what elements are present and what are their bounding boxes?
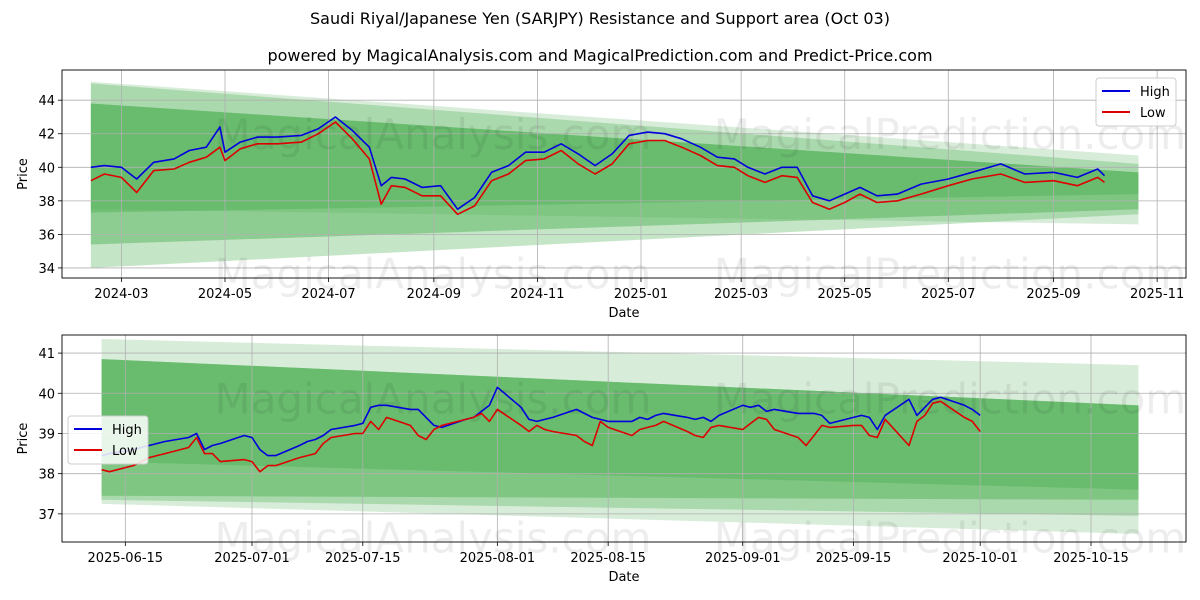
x-tick-label: 2024-11 xyxy=(510,287,564,302)
y-tick-label: 44 xyxy=(38,94,55,109)
x-tick-label: 2025-07-15 xyxy=(325,551,401,566)
axes-frame xyxy=(61,334,1187,543)
x-tick-label: 2024-09 xyxy=(407,287,461,302)
axes-frame xyxy=(61,69,1187,279)
forecast-band-1 xyxy=(90,83,1139,268)
y-tick-label: 42 xyxy=(38,128,55,143)
x-tick-label: 2024-07 xyxy=(301,287,355,302)
x-tick-label: 2025-10-01 xyxy=(942,551,1018,566)
x-tick-label: 2025-08-01 xyxy=(460,551,536,566)
forecast-band-2 xyxy=(101,359,1139,500)
watermark-text: MagicalAnalysis.com xyxy=(214,513,651,562)
forecast-band-0 xyxy=(101,339,1139,534)
forecast-band-3 xyxy=(101,359,1139,490)
low-price-line xyxy=(101,400,981,473)
bottom-chart-panel: MagicalAnalysis.com MagicalAnalysis.com Ma… xyxy=(16,334,1187,585)
x-tick-label: 2025-06-15 xyxy=(88,551,164,566)
legend-label-low: Low xyxy=(112,444,138,459)
x-tick-label: 2025-07-01 xyxy=(214,551,290,566)
watermark-text: MagicalPrediction.com xyxy=(714,513,1187,562)
y-tick-label: 34 xyxy=(38,262,55,277)
watermark-text: MagicalPrediction.com xyxy=(714,249,1187,298)
x-tick-label: 2024-05 xyxy=(198,287,252,302)
y-axis-label: Price xyxy=(16,423,31,455)
legend-label-high: High xyxy=(112,423,142,438)
forecast-band-1 xyxy=(101,359,1139,516)
watermark-text: MagicalAnalysis.com xyxy=(214,249,651,298)
y-tick-label: 38 xyxy=(38,468,55,483)
watermark-text: MagicalPrediction.com xyxy=(714,375,1187,424)
x-tick-label: 2025-09-01 xyxy=(705,551,781,566)
chart-subtitle: powered by MagicalAnalysis.com and Magic… xyxy=(267,46,933,65)
y-axis-label: Price xyxy=(16,158,31,190)
low-price-line xyxy=(90,121,1105,216)
y-tick-label: 37 xyxy=(38,508,55,523)
x-tick-label: 2025-11 xyxy=(1130,287,1184,302)
watermark-text: MagicalAnalysis.com xyxy=(214,375,651,424)
y-tick-label: 40 xyxy=(38,387,55,402)
x-axis-label: Date xyxy=(608,570,639,585)
x-tick-label: 2025-09-15 xyxy=(816,551,892,566)
x-axis-label: Date xyxy=(608,306,639,321)
watermark-text: MagicalAnalysis.com xyxy=(214,110,651,159)
high-price-line xyxy=(90,116,1106,210)
chart-title: Saudi Riyal/Japanese Yen (SARJPY) Resist… xyxy=(310,9,890,28)
x-tick-label: 2025-09 xyxy=(1026,287,1080,302)
x-tick-label: 2024-03 xyxy=(94,287,148,302)
plot-area xyxy=(62,335,1186,542)
top-chart-panel: MagicalAnalysis.com MagicalAnalysis.com Ma… xyxy=(16,69,1187,321)
x-tick-label: 2025-07 xyxy=(921,287,975,302)
legend-label-low: Low xyxy=(1140,106,1166,121)
y-tick-label: 40 xyxy=(38,161,55,176)
y-tick-label: 38 xyxy=(38,195,55,210)
x-tick-label: 2025-03 xyxy=(714,287,768,302)
y-tick-label: 41 xyxy=(38,347,55,362)
x-tick-label: 2025-10-15 xyxy=(1053,551,1129,566)
x-tick-label: 2025-01 xyxy=(614,287,668,302)
forecast-band-0 xyxy=(90,81,1139,225)
high-price-line xyxy=(101,386,981,457)
y-tick-label: 39 xyxy=(38,427,55,442)
x-tick-label: 2025-08-15 xyxy=(570,551,646,566)
legend-label-high: High xyxy=(1140,85,1170,100)
x-tick-label: 2025-05 xyxy=(818,287,872,302)
y-tick-label: 36 xyxy=(38,228,55,243)
